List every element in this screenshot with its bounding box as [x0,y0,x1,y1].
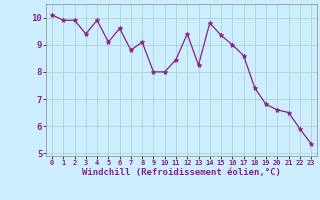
X-axis label: Windchill (Refroidissement éolien,°C): Windchill (Refroidissement éolien,°C) [82,168,281,177]
